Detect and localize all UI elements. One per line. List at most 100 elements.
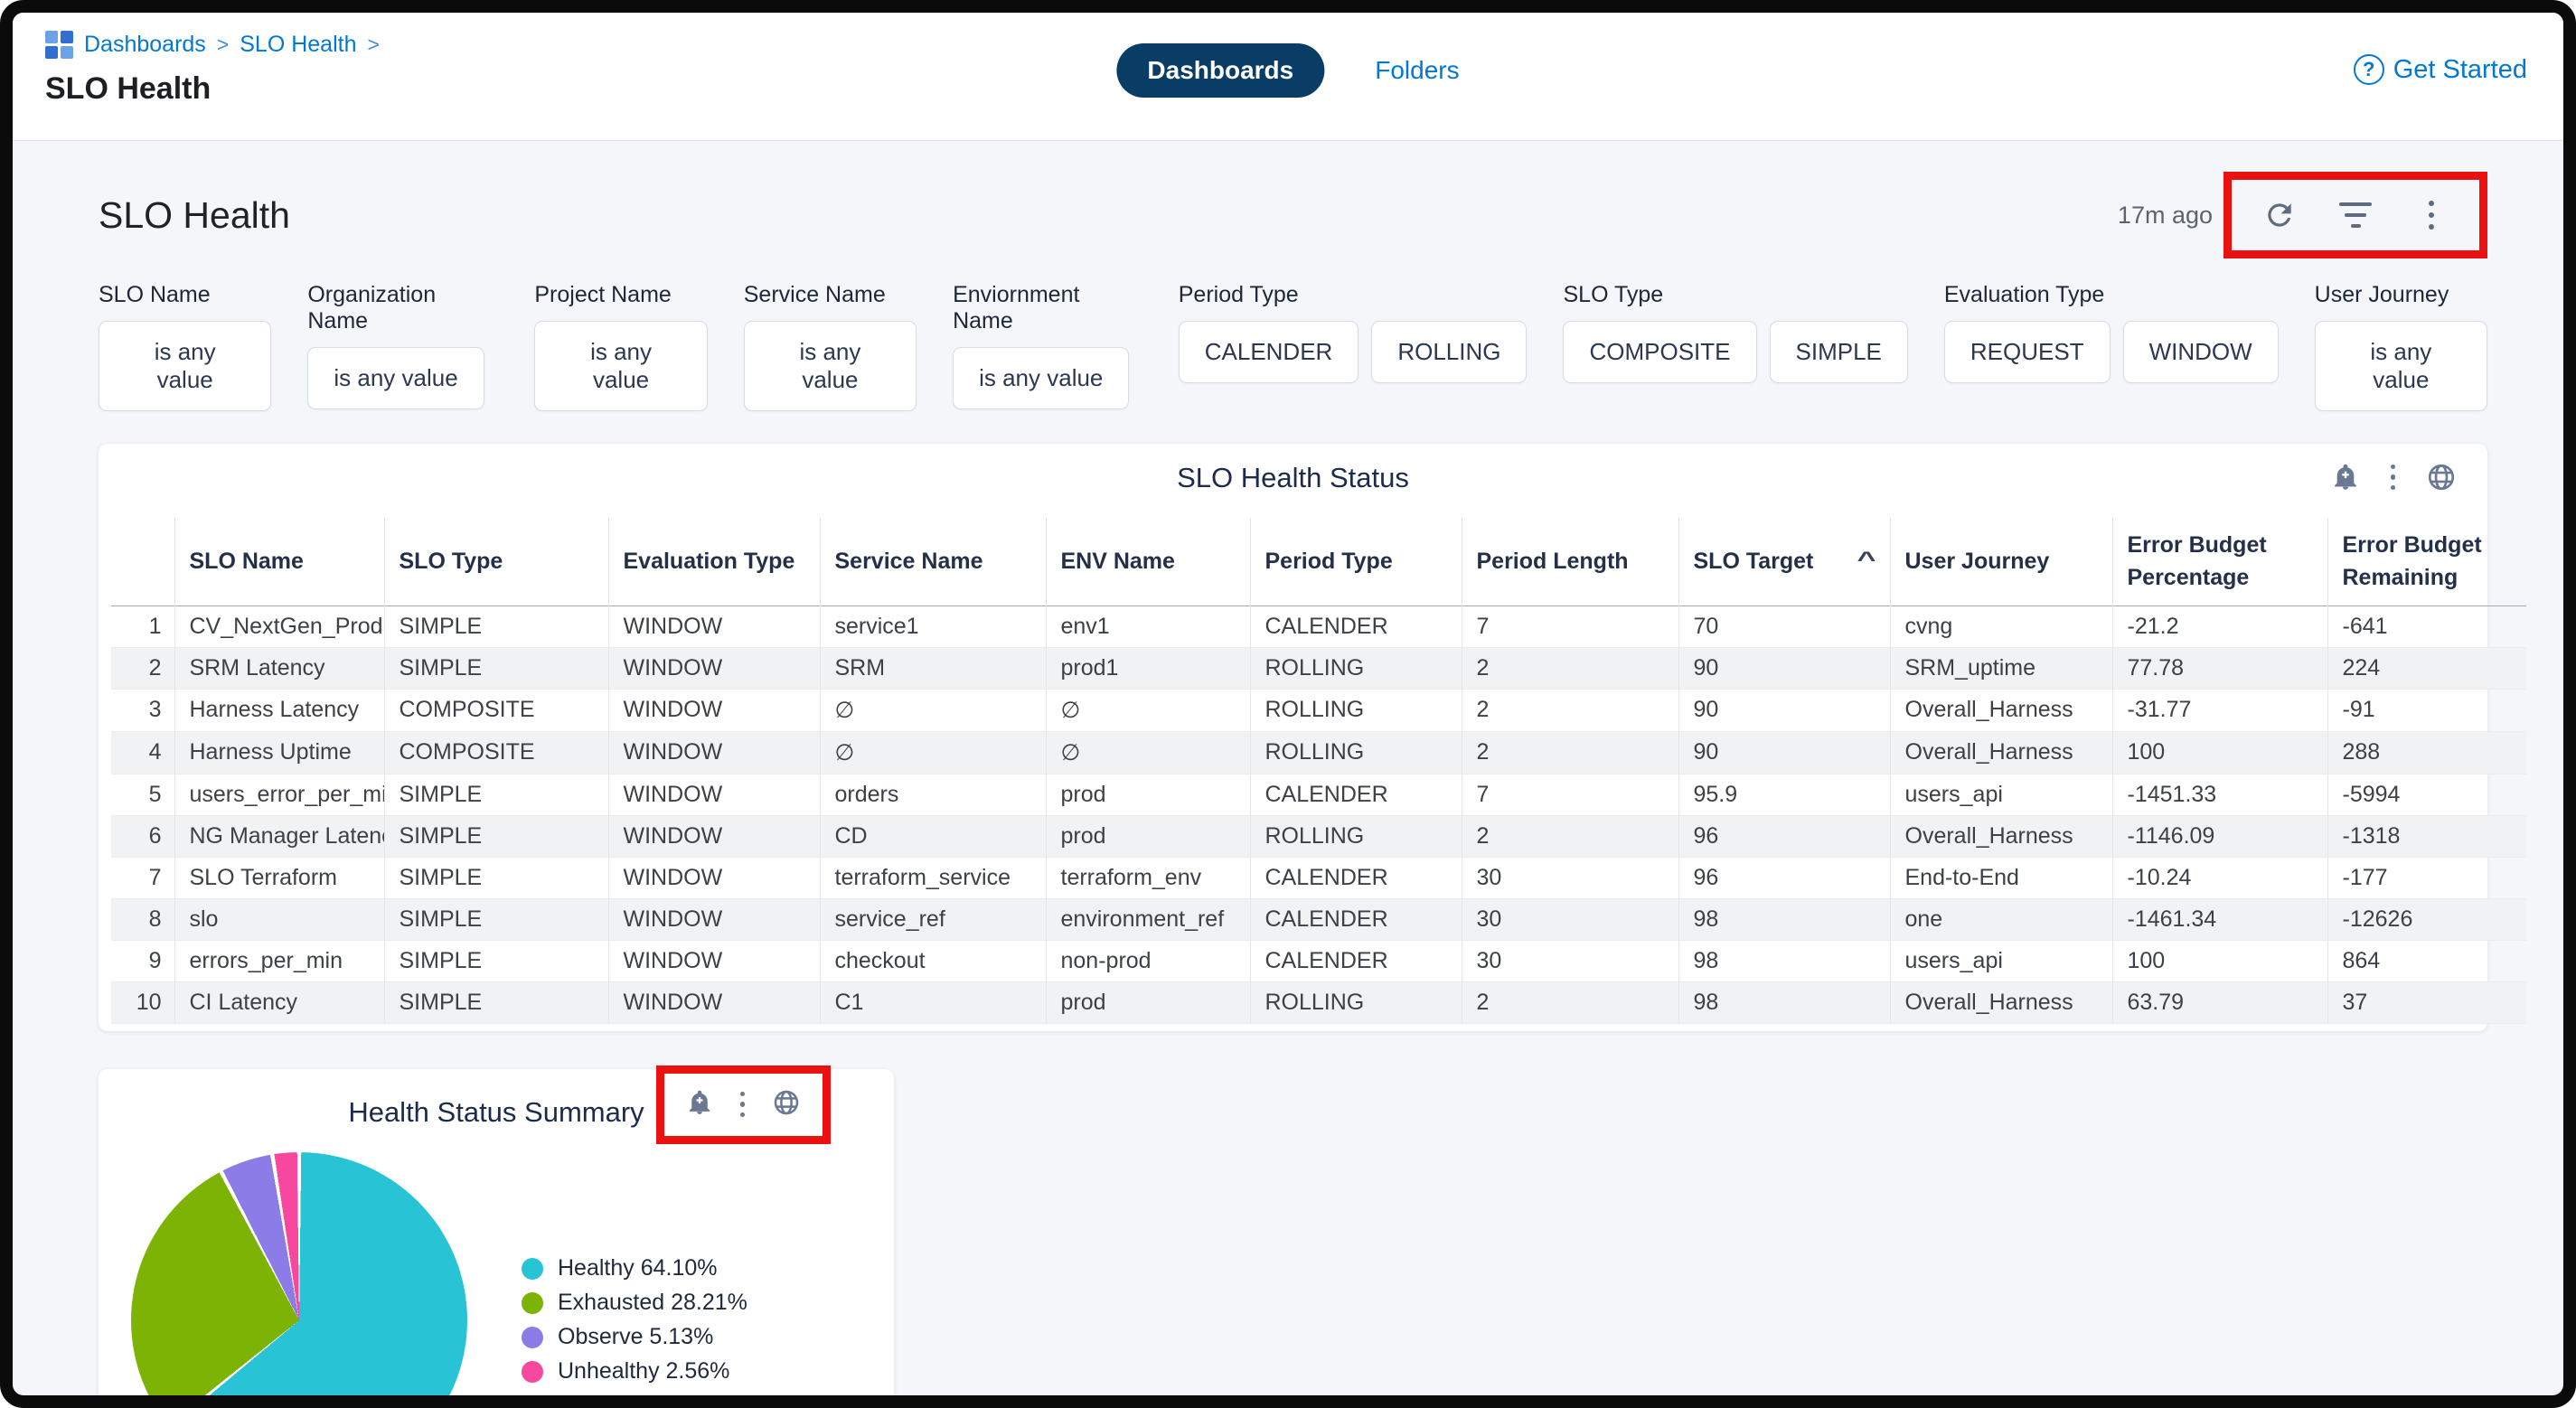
breadcrumb-item-slo-health[interactable]: SLO Health [240,32,357,57]
get-started-link[interactable]: ? Get Started [2353,54,2527,85]
table-row: 1 CV_NextGen_Prod SIMPLE WINDOW service1 env1… [111,605,2526,647]
column-header[interactable]: SLO Name [174,518,384,605]
table-cell: 90 [1678,689,1890,731]
table-cell: non-prod [1045,940,1250,981]
filter-icon[interactable] [2338,198,2373,232]
more-options-icon[interactable] [2414,198,2449,232]
table-cell: 95.9 [1678,774,1890,815]
column-header[interactable]: Service Name [819,518,1046,605]
table-cell: ROLLING [1249,647,1462,689]
filter-value-button[interactable]: is any value [307,347,484,409]
table-cell: -12626 [2327,898,2526,940]
row-number: 1 [148,613,162,639]
table-cell: ∅ [819,731,1046,774]
filter-group-enviornment-name: Enviornment Name is any value [953,282,1142,409]
filter-group-organization-name: Organization Name is any value [307,282,498,409]
table-cell: ROLLING [1249,689,1462,731]
filter-label: Project Name [534,282,672,307]
table-cell: 96 [1678,857,1890,898]
table-row: 7 SLO Terraform SIMPLE WINDOW terraform_serv… [111,857,2526,898]
legend-label: Healthy 64.10% [558,1255,718,1281]
column-header[interactable]: Evaluation Type [607,518,820,605]
row-number: 4 [148,739,162,765]
table-cell: service_ref [819,898,1046,940]
table-cell: Overall_Harness [1889,981,2112,1023]
column-header[interactable]: SLO Type [383,518,608,605]
filter-value-button[interactable]: is any value [953,347,1130,409]
table-cell: Overall_Harness [1889,815,2112,857]
filter-label: Service Name [743,282,886,307]
table-cell: WINDOW [607,605,820,647]
more-options-icon[interactable] [2390,464,2395,491]
filter-value-button[interactable]: is any value [2314,321,2488,411]
table-cell: WINDOW [607,940,820,981]
table-cell: 224 [2327,647,2526,689]
tab-folders[interactable]: Folders [1375,56,1460,84]
table-cell: 63.79 [2111,981,2327,1023]
table-cell: prod [1045,815,1250,857]
table-cell: 288 [2327,731,2526,774]
filter-label: SLO Type [1563,282,1664,307]
chart-title: Health Status Summary [348,1095,644,1128]
alert-bell-icon[interactable] [686,1089,713,1121]
table-cell: ROLLING [1249,815,1462,857]
alert-bell-icon[interactable] [2331,463,2360,492]
column-header[interactable]: Period Type [1249,518,1462,605]
filter-value-button[interactable]: WINDOW [2122,321,2279,383]
filter-value-button[interactable]: CALENDER [1178,321,1359,383]
column-header[interactable]: ENV Name [1045,518,1250,605]
health-status-summary-card: Health Status Summary [99,1065,894,1395]
column-header[interactable]: Period Length [1461,518,1678,605]
table-cell: SIMPLE [383,774,608,815]
page-title: SLO Health [45,71,212,106]
filter-value-button[interactable]: is any value [534,321,708,411]
sort-asc-caret-icon: ^ [1857,548,1877,573]
breadcrumb-item-dashboards[interactable]: Dashboards [84,32,206,57]
table-cell: 7 [1461,605,1678,647]
globe-icon[interactable] [2426,462,2457,493]
row-number: 9 [148,947,162,973]
table-cell: 96 [1678,815,1890,857]
table-cell: -21.2 [2111,605,2327,647]
annotation-red-box-header-actions [2223,172,2487,258]
column-header[interactable]: SLO Target ^ [1678,518,1890,605]
filter-label: Enviornment Name [953,282,1080,333]
chevron-right-icon: > [367,33,380,56]
filter-value-button[interactable]: REQUEST [1943,321,2111,383]
table-cell: SRM_uptime [1889,647,2112,689]
table-cell: 7 [1461,774,1678,815]
filter-label: Organization Name [307,282,437,333]
row-number: 5 [148,781,162,807]
table-cell: Harness Uptime [174,731,384,774]
filter-value-button[interactable]: COMPOSITE [1563,321,1757,383]
table-title: SLO Health Status [1177,462,1409,493]
table-cell: WINDOW [607,815,820,857]
table-cell: 90 [1678,647,1890,689]
table-cell: ∅ [819,689,1046,731]
filter-value-button[interactable]: ROLLING [1371,321,1528,383]
table-cell: WINDOW [607,647,820,689]
filter-value-button[interactable]: is any value [99,321,272,411]
table-cell: environment_ref [1045,898,1250,940]
column-header[interactable]: Error Budget Remaining [2327,518,2526,605]
tab-dashboards[interactable]: Dashboards [1116,43,1325,98]
refresh-icon[interactable] [2262,198,2297,232]
table-cell: ROLLING [1249,731,1462,774]
table-cell: End-to-End [1889,857,2112,898]
table-cell: CALENDER [1249,898,1462,940]
table-cell: cvng [1889,605,2112,647]
table-cell: 37 [2327,981,2526,1023]
table-row: 5 users_error_per_min SIMPLE WINDOW orders pr… [111,774,2526,815]
table-cell: COMPOSITE [383,731,608,774]
more-options-icon[interactable] [739,1091,745,1118]
filter-value-button[interactable]: SIMPLE [1769,321,1908,383]
table-cell: CD [819,815,1046,857]
globe-icon[interactable] [772,1088,801,1122]
table-cell: WINDOW [607,689,820,731]
table-cell: 90 [1678,731,1890,774]
filter-value-button[interactable]: is any value [743,321,917,411]
column-header[interactable]: Error Budget Percentage [2111,518,2327,605]
table-cell: SLO Terraform [174,857,384,898]
table-cell: 864 [2327,940,2526,981]
column-header[interactable]: User Journey [1889,518,2112,605]
